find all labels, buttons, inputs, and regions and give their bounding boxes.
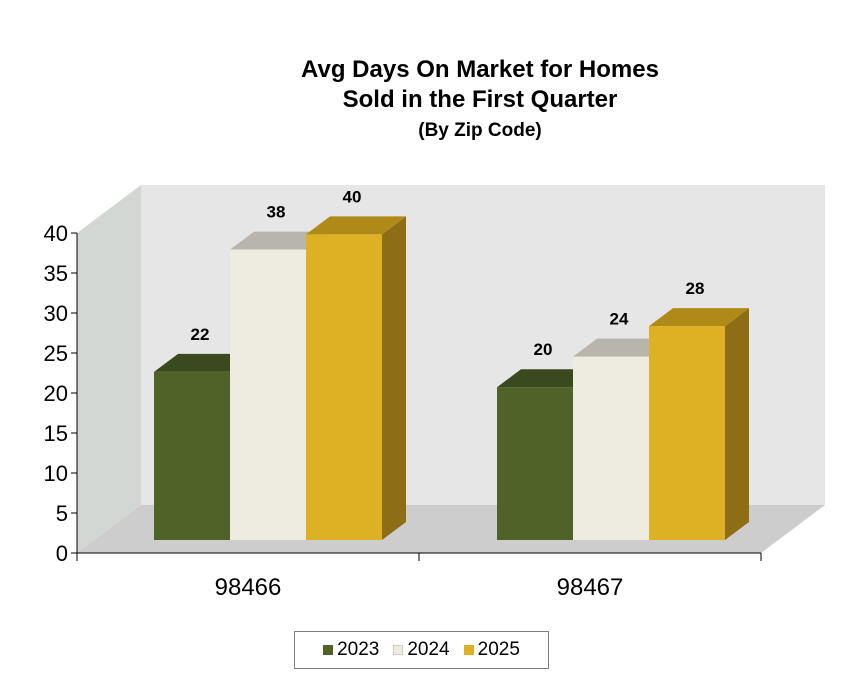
y-tick-label: 25 [44,341,68,366]
y-tick-label: 20 [44,381,68,406]
chart-subtitle: (By Zip Code) [418,120,542,141]
bar-top-2025-98467 [649,308,749,327]
legend-label-2024: 2024 [407,639,450,660]
legend-item-2024: 2024 [393,639,450,661]
data-label-2023-98466: 22 [191,325,210,344]
data-label-2024-98467: 24 [610,310,629,329]
chart-title-line2: Sold in the First Quarter [343,86,618,113]
legend: 2023 2024 2025 [294,631,549,669]
x-category-label: 98466 [215,574,282,601]
data-label-2023-98467: 20 [534,340,553,359]
chart-title: Avg Days On Market for Homes [301,56,659,83]
bar-top-2023-98466 [154,353,254,372]
legend-item-2025: 2025 [463,639,520,661]
y-tick-label: 0 [56,541,68,566]
bar-2025-98467 [649,326,725,540]
data-label-2024-98466: 38 [267,203,286,222]
bar-2024-98467 [573,356,649,540]
legend-label-2023: 2023 [337,639,380,660]
legend-item-2023: 2023 [323,639,379,661]
y-tick-label: 5 [56,501,68,526]
legend-swatch-2025 [463,645,474,655]
legend-swatch-2024 [393,645,404,655]
legend-label-2025: 2025 [477,639,520,660]
bar-top-2023-98467 [497,369,597,388]
bars [154,216,749,540]
y-tick-label: 15 [44,421,68,446]
data-label-2025-98467: 28 [686,279,705,298]
bar-side-2025-98467 [725,308,749,540]
side-wall [77,185,141,553]
y-tick-label: 30 [44,301,68,326]
y-tick-label: 10 [44,461,68,486]
x-category-label: 98467 [557,574,624,601]
bar-top-2024-98467 [573,338,673,357]
bar-top-2024-98466 [230,231,330,250]
legend-swatch-2023 [323,645,334,655]
bar-side-2025-98466 [382,216,406,540]
bar-2023-98467 [497,387,573,540]
y-tick-label: 35 [44,261,68,286]
bar-2025-98466 [306,234,382,540]
axes: 0 5 10 15 20 25 30 35 40 98466 98467 [44,221,762,601]
bar-top-2025-98466 [306,216,406,235]
y-tick-label: 40 [44,221,68,246]
data-labels: 22 20 38 24 40 28 [191,187,705,359]
bar-2023-98466 [154,371,230,540]
bar-2024-98466 [230,249,306,540]
data-label-2025-98466: 40 [343,187,362,206]
